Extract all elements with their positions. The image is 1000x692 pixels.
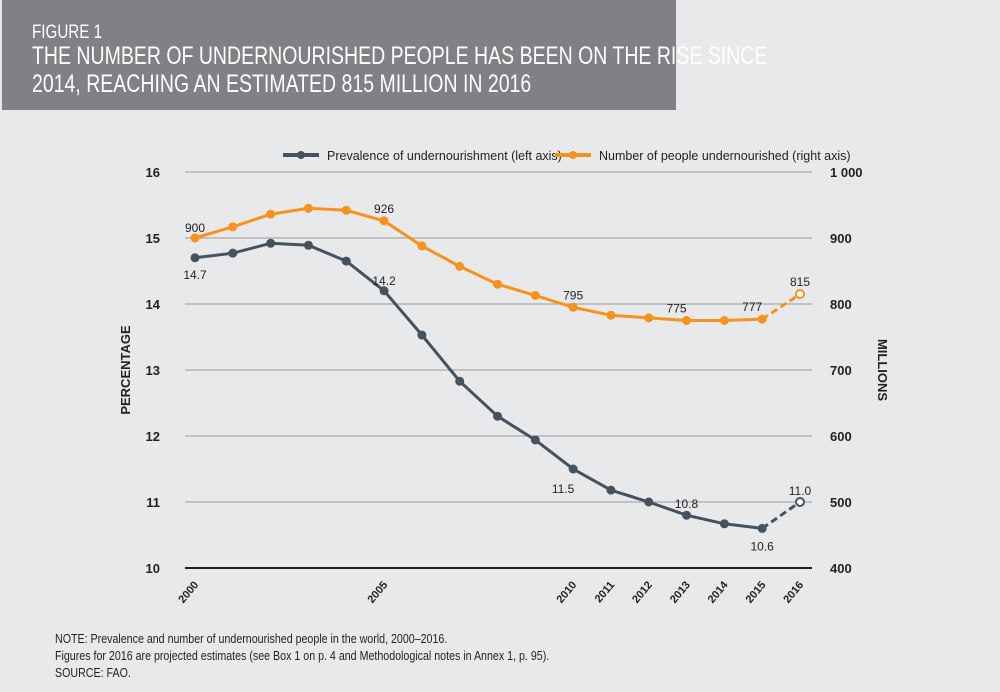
data-label: 775 — [667, 302, 687, 316]
data-point — [757, 523, 767, 533]
data-label: 777 — [742, 300, 762, 314]
data-label: 14.7 — [183, 268, 207, 282]
data-point — [530, 435, 540, 445]
data-point — [568, 464, 578, 474]
data-point — [379, 286, 389, 296]
x-tick-label: 2016 — [781, 579, 806, 605]
data-point — [757, 314, 767, 324]
data-point — [417, 241, 427, 251]
left-tick-label: 15 — [146, 231, 160, 246]
data-point — [417, 330, 427, 340]
data-point — [379, 216, 389, 226]
data-point — [530, 290, 540, 300]
data-label: 815 — [790, 275, 810, 289]
left-tick-label: 10 — [146, 561, 160, 576]
title-line-1: THE NUMBER OF UNDERNOURISHED PEOPLE HAS … — [32, 42, 768, 70]
data-point — [190, 253, 200, 263]
data-label: 795 — [563, 288, 583, 302]
data-point — [493, 279, 502, 289]
figure-title: THE NUMBER OF UNDERNOURISHED PEOPLE HAS … — [32, 42, 767, 98]
figure-number: FIGURE 1 — [32, 22, 103, 43]
x-tick-label: 2013 — [668, 579, 693, 605]
data-point — [682, 316, 692, 325]
note-projection: Figures for 2016 are projected estimates… — [55, 648, 550, 663]
legend-marker — [297, 151, 305, 159]
left-tick-label: 16 — [146, 165, 160, 180]
data-label: 926 — [374, 202, 394, 216]
note-source: SOURCE: FAO. — [55, 665, 131, 680]
data-point — [795, 497, 805, 507]
left-tick-label: 11 — [146, 495, 160, 510]
x-tick-label: 2012 — [630, 579, 655, 605]
x-tick-label: 2011 — [593, 579, 618, 605]
series-projected-line-1 — [761, 292, 801, 321]
data-point — [341, 256, 351, 266]
data-point — [303, 203, 313, 213]
right-axis-label: MILLIONS — [875, 339, 890, 401]
x-tick-label: 2010 — [554, 579, 579, 605]
note-line: NOTE: Prevalence and number of undernour… — [55, 631, 448, 646]
left-tick-label: 13 — [146, 363, 160, 378]
data-point — [190, 233, 200, 243]
data-point — [606, 310, 616, 320]
legend-marker — [569, 151, 577, 159]
x-tick-label: 2000 — [176, 579, 201, 605]
data-point — [341, 205, 351, 215]
data-point — [606, 485, 616, 495]
data-point — [795, 289, 805, 300]
data-point — [644, 497, 654, 507]
x-tick-label: 2014 — [706, 579, 731, 606]
right-tick-label: 800 — [830, 297, 852, 312]
left-axis-label: PERCENTAGE — [118, 325, 133, 415]
data-point — [266, 238, 276, 248]
data-label: 11.0 — [789, 484, 812, 498]
right-tick-label: 1 000 — [830, 165, 863, 180]
series-line-1 — [194, 206, 763, 322]
figure-header: FIGURE 1 THE NUMBER OF UNDERNOURISHED PE… — [2, 0, 767, 110]
right-tick-label: 500 — [830, 495, 852, 510]
data-point — [455, 376, 465, 386]
title-line-2: 2014, REACHING AN ESTIMATED 815 MILLION … — [32, 70, 532, 98]
data-point — [228, 248, 238, 258]
left-tick-label: 12 — [146, 429, 160, 444]
x-tick-label: 2015 — [744, 579, 769, 605]
data-point — [682, 510, 692, 520]
data-point — [455, 261, 465, 271]
data-point — [644, 313, 654, 323]
data-label: 900 — [185, 221, 205, 235]
data-point — [228, 222, 238, 232]
series-projected-line-0 — [761, 500, 801, 530]
data-point — [568, 302, 578, 312]
right-tick-label: 700 — [830, 363, 852, 378]
data-point — [719, 519, 729, 529]
right-tick-label: 900 — [830, 231, 852, 246]
data-point — [303, 240, 313, 250]
data-point — [719, 316, 729, 325]
data-label: 11.5 — [552, 482, 575, 496]
data-point — [266, 209, 276, 219]
legend-label: Prevalence of undernourishment (left axi… — [327, 149, 562, 163]
right-tick-label: 400 — [830, 561, 852, 576]
chart-notes: NOTE: Prevalence and number of undernour… — [55, 630, 549, 681]
x-tick-label: 2005 — [365, 579, 390, 605]
series-line-0 — [194, 241, 763, 530]
data-label: 10.6 — [751, 539, 775, 553]
data-point — [493, 411, 502, 421]
data-label: 10.8 — [675, 497, 699, 511]
data-label: 14.2 — [372, 274, 396, 288]
left-tick-label: 14 — [146, 297, 161, 312]
legend-label: Number of people undernourished (right a… — [599, 149, 851, 163]
right-tick-label: 600 — [830, 429, 852, 444]
